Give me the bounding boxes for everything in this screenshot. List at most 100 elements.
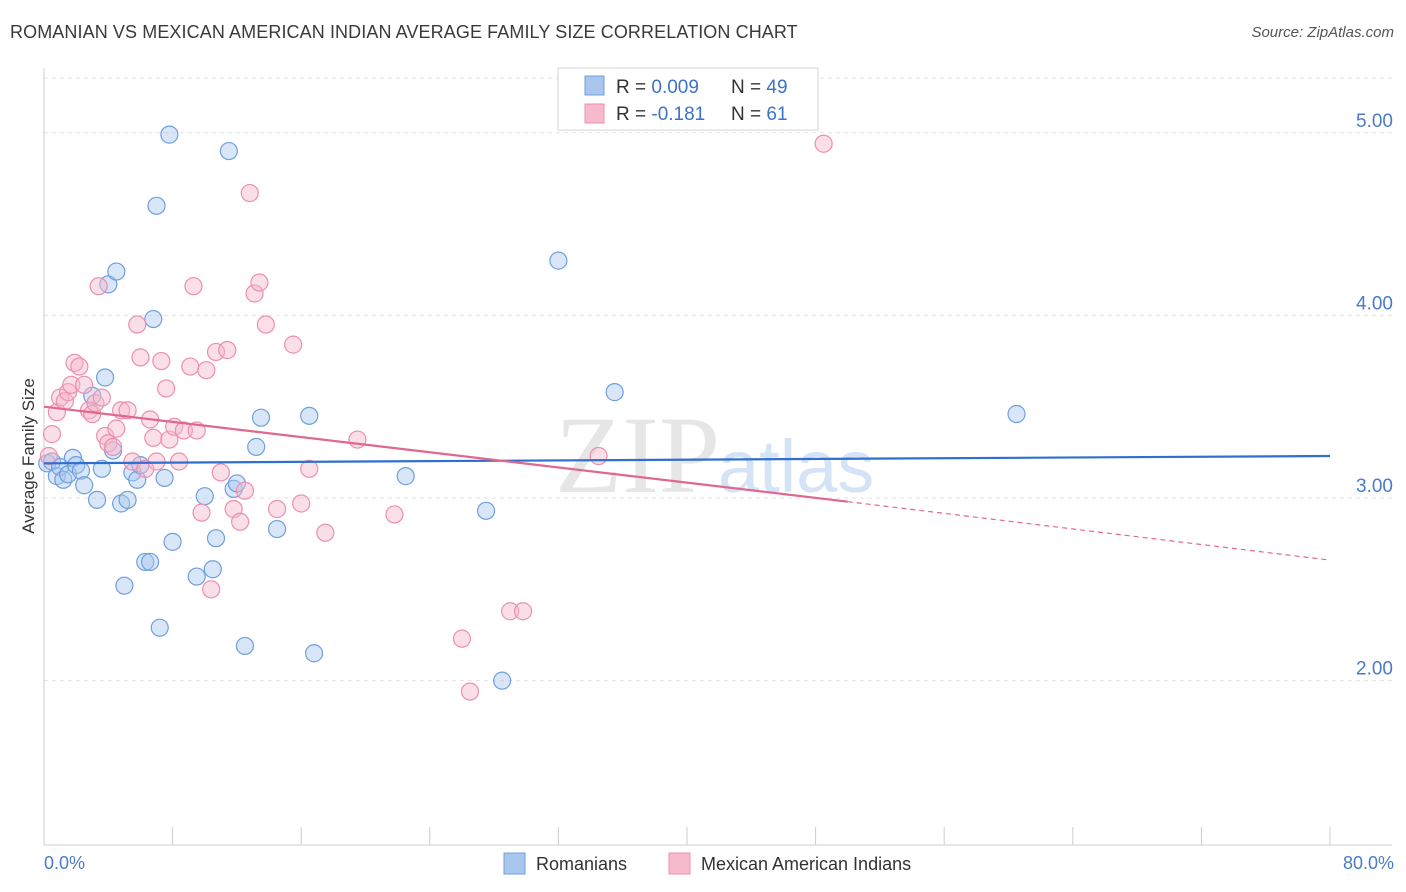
mexican-point-44 (231, 512, 250, 531)
romanian-point-26 (147, 196, 166, 215)
mexican-point-35 (184, 277, 203, 296)
romanian-point-18 (115, 576, 134, 595)
mexican-point-39 (202, 580, 221, 599)
watermark-atlas: atlas (718, 425, 874, 508)
trend-line-romanians (43, 454, 1331, 465)
gridlines (44, 77, 1392, 682)
romanian-point-19 (118, 490, 137, 509)
legend: R = 0.009 N = 49 R = -0.181 N = 61 (557, 67, 819, 131)
mexican-point-14 (92, 388, 111, 407)
romanian-point-30 (163, 532, 182, 551)
mexican-point-29 (157, 379, 176, 398)
romanian-point-38 (235, 636, 255, 656)
romanian-point-35 (219, 141, 238, 161)
mexican-point-51 (284, 335, 303, 354)
mexican-point-38 (197, 361, 216, 380)
bottom-legend-mexican: Mexican American Indians (701, 854, 911, 874)
romanian-point-31 (187, 567, 206, 586)
legend-r-label-mexican: R = (616, 104, 651, 125)
y-tick-label-1: 3.00 (1356, 476, 1393, 497)
legend-n-value-mexican: 61 (766, 104, 787, 125)
y-tick-labels: 2.00 3.00 4.00 5.00 (1356, 111, 1393, 680)
romanian-point-45 (476, 501, 496, 520)
romanian-point-33 (203, 560, 222, 579)
mexican-point-34 (181, 357, 200, 376)
x-tick-label-min: 0.0% (44, 853, 85, 873)
legend-swatch-mexican (584, 103, 605, 124)
bottom-legend-swatch-mexican (668, 852, 691, 875)
mexican-point-6 (62, 375, 81, 394)
romanian-point-29 (160, 125, 179, 144)
y-tick-label-2: 4.00 (1356, 293, 1393, 314)
mexican-american-indians-points (39, 134, 833, 701)
legend-n-value-romanians: 49 (766, 77, 787, 98)
romanian-point-40 (251, 408, 271, 427)
romanian-point-32 (195, 487, 214, 506)
chart-title: ROMANIAN VS MEXICAN AMERICAN INDIAN AVER… (10, 22, 798, 42)
romanian-point-39 (247, 437, 266, 456)
mexican-point-48 (250, 273, 269, 292)
y-tick-label-3: 5.00 (1356, 111, 1393, 132)
mexican-point-27 (147, 452, 166, 471)
mexican-point-1 (42, 425, 62, 444)
romanian-point-4 (54, 470, 73, 489)
romanian-point-28 (155, 468, 174, 488)
romanian-point-34 (206, 529, 226, 548)
trend-line-mexican-extension (847, 501, 1331, 561)
romanian-point-24 (140, 552, 160, 572)
mexican-point-18 (107, 419, 126, 438)
romanian-point-9 (75, 476, 94, 495)
mexican-point-58 (460, 682, 480, 701)
svg-text:R = 0.009: R = 0.009 (616, 77, 699, 98)
romanian-point-11 (87, 490, 107, 509)
mexican-point-47 (245, 284, 264, 303)
mexican-point-8 (70, 357, 89, 376)
romanian-point-13 (95, 368, 115, 387)
romanian-point-42 (300, 406, 319, 425)
legend-r-label-romanians: R = (616, 77, 651, 98)
watermark: ZIP atlas (555, 394, 874, 516)
bottom-legend: Romanians Mexican American Indians (503, 852, 911, 875)
romanian-point-48 (605, 383, 624, 402)
trend-line-mexican (43, 405, 848, 503)
romanian-point-47 (549, 251, 568, 270)
legend-swatch-romanians (584, 75, 605, 96)
mexican-point-33 (174, 421, 193, 440)
mexican-point-50 (267, 499, 287, 519)
mexican-point-40 (206, 342, 226, 362)
mexican-point-22 (128, 315, 147, 334)
mexican-point-61 (589, 446, 608, 466)
mexican-point-62 (814, 134, 833, 153)
legend-n-label-romanians: N = (731, 77, 766, 98)
mexican-point-42 (218, 341, 237, 360)
romanian-point-23 (136, 552, 155, 572)
mexican-point-17 (104, 437, 123, 456)
mexican-point-45 (235, 481, 255, 500)
axes (43, 68, 1392, 846)
mexican-point-60 (513, 602, 533, 621)
mexican-point-23 (131, 348, 150, 367)
mexican-point-13 (89, 277, 108, 296)
mexican-point-20 (118, 401, 137, 420)
romanian-point-46 (493, 671, 512, 690)
legend-n-label-mexican: N = (731, 104, 766, 125)
romanian-point-49 (1007, 404, 1026, 424)
mexican-point-57 (452, 629, 472, 648)
mexican-point-41 (211, 463, 230, 482)
legend-r-value-romanians: 0.009 (651, 77, 699, 98)
mexican-point-0 (39, 446, 58, 466)
romanian-point-43 (304, 644, 324, 663)
mexican-point-54 (316, 523, 335, 542)
romanian-point-16 (107, 262, 126, 281)
x-tick-label-max: 80.0% (1343, 853, 1394, 873)
y-axis-label: Average Family Size (19, 378, 38, 534)
mexican-point-49 (256, 315, 275, 334)
mexican-point-28 (152, 351, 171, 371)
mexican-point-56 (385, 505, 404, 524)
romanian-point-27 (150, 618, 169, 637)
svg-text:N = 49: N = 49 (731, 77, 788, 98)
romanian-point-7 (67, 456, 86, 475)
romanian-point-25 (144, 309, 163, 329)
y-tick-label-0: 2.00 (1356, 659, 1393, 680)
mexican-point-53 (300, 459, 319, 478)
